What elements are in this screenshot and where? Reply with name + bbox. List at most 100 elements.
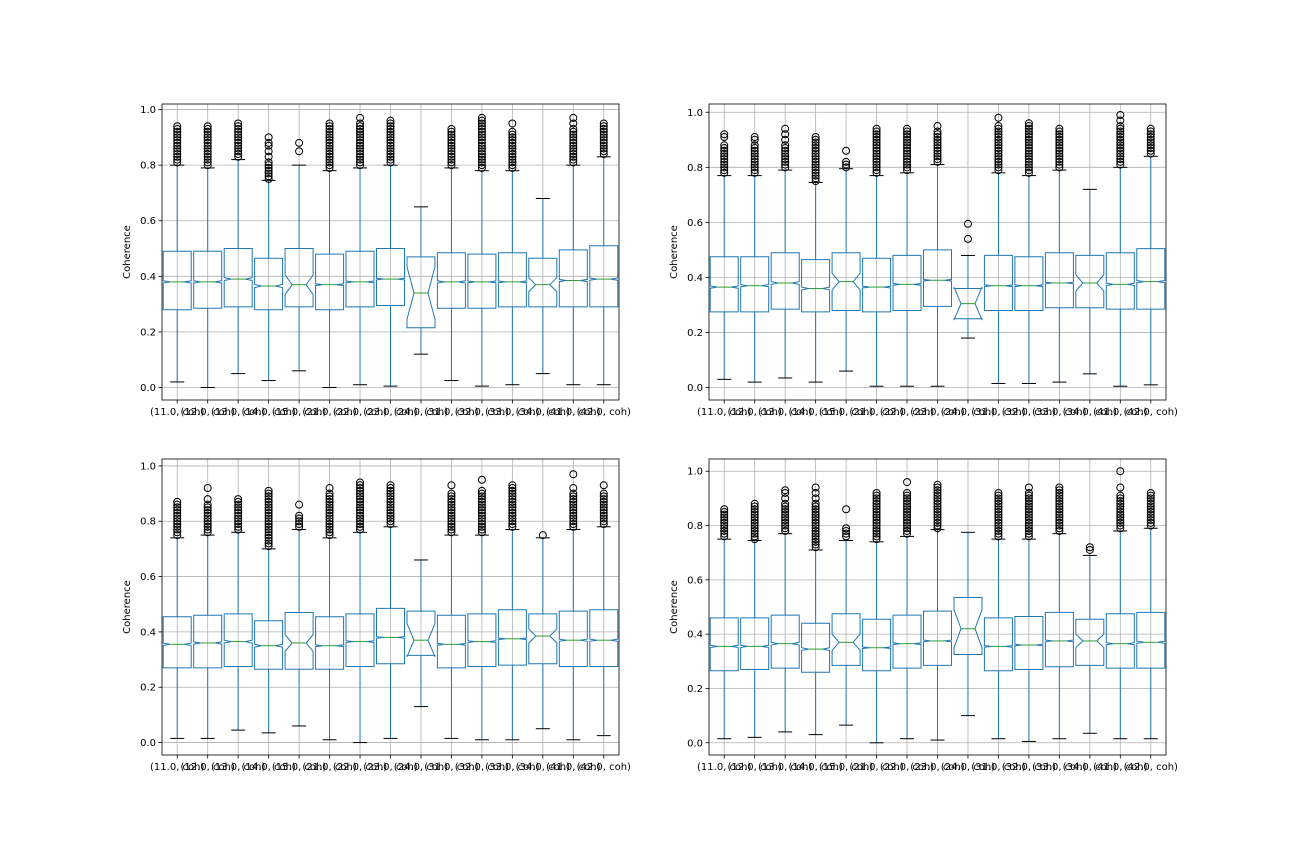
outlier-point xyxy=(477,492,486,501)
outlier-point xyxy=(173,500,182,509)
outlier-point xyxy=(508,497,517,506)
outlier-point xyxy=(750,532,759,541)
outlier-point xyxy=(203,130,212,139)
outlier-point xyxy=(1146,144,1155,153)
outlier-point xyxy=(1116,518,1125,527)
outlier-point xyxy=(477,522,486,531)
outlier-point xyxy=(569,133,578,142)
outlier-point xyxy=(811,155,820,164)
outlier-point xyxy=(508,484,517,493)
outlier-point xyxy=(447,500,456,509)
outlier-point xyxy=(872,160,881,169)
box-body xyxy=(953,597,983,655)
outlier-point xyxy=(903,521,912,530)
outlier-point xyxy=(356,522,365,531)
y-tick-label: 0.0 xyxy=(140,383,156,394)
outlier-point xyxy=(1024,138,1033,147)
outlier-point xyxy=(720,144,729,153)
y-tick-label: 0.8 xyxy=(140,161,156,172)
outlier-point xyxy=(477,158,486,167)
x-tick-label: (13.0, coh) xyxy=(758,762,812,773)
outlier-point xyxy=(933,486,942,495)
outlier-point xyxy=(234,141,243,150)
outlier-point xyxy=(1055,127,1064,136)
outlier-point xyxy=(811,177,820,186)
outlier-point xyxy=(386,138,395,147)
outlier-point xyxy=(933,497,942,506)
outlier-point xyxy=(203,517,212,526)
outlier-point xyxy=(386,506,395,515)
outlier-point xyxy=(325,144,334,153)
outlier-point xyxy=(386,489,395,498)
outlier-point xyxy=(386,116,395,125)
outlier-point xyxy=(872,524,881,533)
outlier-point xyxy=(933,135,942,144)
box-body xyxy=(284,612,314,670)
outlier-point xyxy=(173,525,182,534)
x-tick-label: (13.0, coh) xyxy=(211,407,265,418)
outlier-point xyxy=(720,157,729,166)
outlier-point xyxy=(903,160,912,169)
outlier-point xyxy=(872,521,881,530)
outlier-point xyxy=(447,497,456,506)
outlier-point xyxy=(356,520,365,529)
outlier-point xyxy=(508,508,517,517)
x-tick-label: (14.0, coh) xyxy=(241,762,295,773)
box-body xyxy=(923,249,952,307)
outlier-point xyxy=(933,524,942,533)
outlier-point xyxy=(508,503,517,512)
outlier-point xyxy=(933,488,942,497)
outlier-point xyxy=(872,526,881,535)
box-12 xyxy=(497,481,527,741)
outlier-point xyxy=(569,522,578,531)
subplot: 0.0 0.2 0.4 0.6 0.8 1.0 (11.0, coh)(12.0, coh)… xyxy=(669,458,1178,773)
outlier-point xyxy=(1024,497,1033,506)
x-tick-label: (33.0, coh) xyxy=(485,407,539,418)
box-body xyxy=(1075,254,1105,309)
outlier-point xyxy=(1146,488,1155,497)
outlier-point xyxy=(872,513,881,522)
outlier-point xyxy=(750,160,759,169)
outlier-point xyxy=(1024,529,1033,538)
outlier-point xyxy=(173,520,182,529)
outlier-point xyxy=(386,492,395,501)
box-body xyxy=(162,616,192,669)
outlier-point xyxy=(903,510,912,519)
outlier-point xyxy=(872,505,881,514)
outlier-point xyxy=(447,161,456,170)
x-tick-label: (13.0, coh) xyxy=(758,407,812,418)
outlier-point xyxy=(842,526,851,535)
outlier-point xyxy=(903,138,912,147)
outlier-point xyxy=(903,133,912,142)
outlier-point xyxy=(963,219,972,228)
outlier-point xyxy=(1146,149,1155,158)
box-14 xyxy=(558,470,588,741)
outlier-point xyxy=(325,508,334,517)
outlier-point xyxy=(264,503,273,512)
outlier-point xyxy=(1024,157,1033,166)
outlier-point xyxy=(781,524,790,533)
outlier-point xyxy=(1146,146,1155,155)
x-tick-label: (23.0, coh) xyxy=(363,762,417,773)
outlier-point xyxy=(1055,507,1064,516)
box-body xyxy=(376,248,405,306)
outlier-point xyxy=(872,163,881,172)
outlier-point xyxy=(933,507,942,516)
box-4 xyxy=(801,133,831,383)
x-tick-label: (34.0, coh) xyxy=(516,762,570,773)
outlier-point xyxy=(569,141,578,150)
box-body xyxy=(406,610,436,657)
outlier-point xyxy=(264,517,273,526)
outlier-point xyxy=(356,511,365,520)
outlier-point xyxy=(447,136,456,145)
outlier-point xyxy=(994,526,1003,535)
outlier-point xyxy=(1024,133,1033,142)
outlier-point xyxy=(203,152,212,161)
outlier-point xyxy=(386,497,395,506)
box-12 xyxy=(1044,124,1074,383)
outlier-point xyxy=(781,505,790,514)
outlier-point xyxy=(173,127,182,136)
outlier-point xyxy=(356,500,365,509)
outlier-point xyxy=(1116,521,1125,530)
outlier-point xyxy=(1146,521,1155,530)
